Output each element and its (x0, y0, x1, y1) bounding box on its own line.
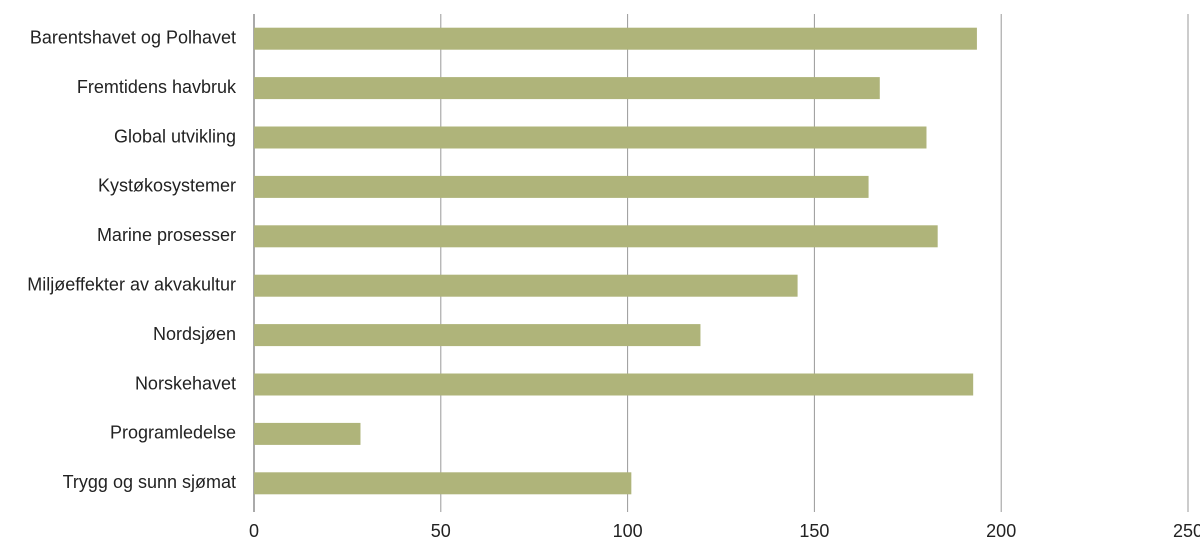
bar (254, 175, 869, 198)
x-tick-label: 50 (431, 521, 451, 541)
y-tick-label: Norskehavet (135, 373, 236, 393)
y-tick-label: Marine prosesser (97, 225, 236, 245)
bar (254, 324, 701, 347)
bar (254, 126, 927, 149)
y-tick-label: Programledelse (110, 423, 236, 443)
x-tick-label: 0 (249, 521, 259, 541)
y-tick-label: Trygg og sunn sjømat (63, 472, 236, 492)
bar (254, 373, 974, 396)
bar (254, 225, 938, 248)
bar (254, 422, 361, 445)
y-tick-label: Kystøkosystemer (98, 176, 236, 196)
bar (254, 274, 798, 297)
bar (254, 27, 977, 50)
bar (254, 77, 880, 100)
x-tick-label: 200 (986, 521, 1016, 541)
x-tick-label: 250 (1173, 521, 1200, 541)
x-tick-label: 150 (799, 521, 829, 541)
y-tick-label: Barentshavet og Polhavet (30, 27, 236, 47)
y-tick-label: Fremtidens havbruk (77, 77, 237, 97)
y-tick-label: Global utvikling (114, 126, 236, 146)
bar (254, 472, 632, 495)
x-tick-label: 100 (613, 521, 643, 541)
y-tick-label: Miljøeffekter av akvakultur (27, 274, 236, 294)
y-tick-label: Nordsjøen (153, 324, 236, 344)
